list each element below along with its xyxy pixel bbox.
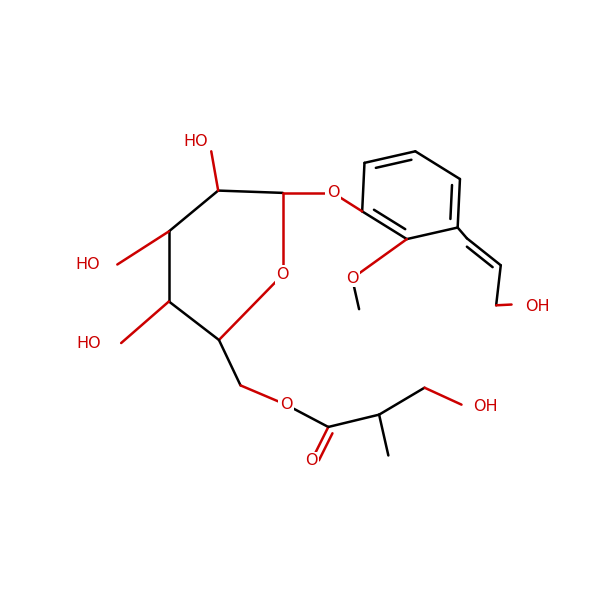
- Text: HO: HO: [184, 134, 208, 149]
- Text: O: O: [346, 271, 358, 286]
- Text: OH: OH: [526, 299, 550, 314]
- Text: OH: OH: [473, 400, 497, 415]
- Text: O: O: [280, 397, 292, 412]
- Text: O: O: [305, 454, 317, 469]
- Text: HO: HO: [77, 335, 101, 350]
- Text: HO: HO: [75, 257, 100, 272]
- Text: O: O: [277, 267, 289, 282]
- Text: O: O: [326, 185, 339, 200]
